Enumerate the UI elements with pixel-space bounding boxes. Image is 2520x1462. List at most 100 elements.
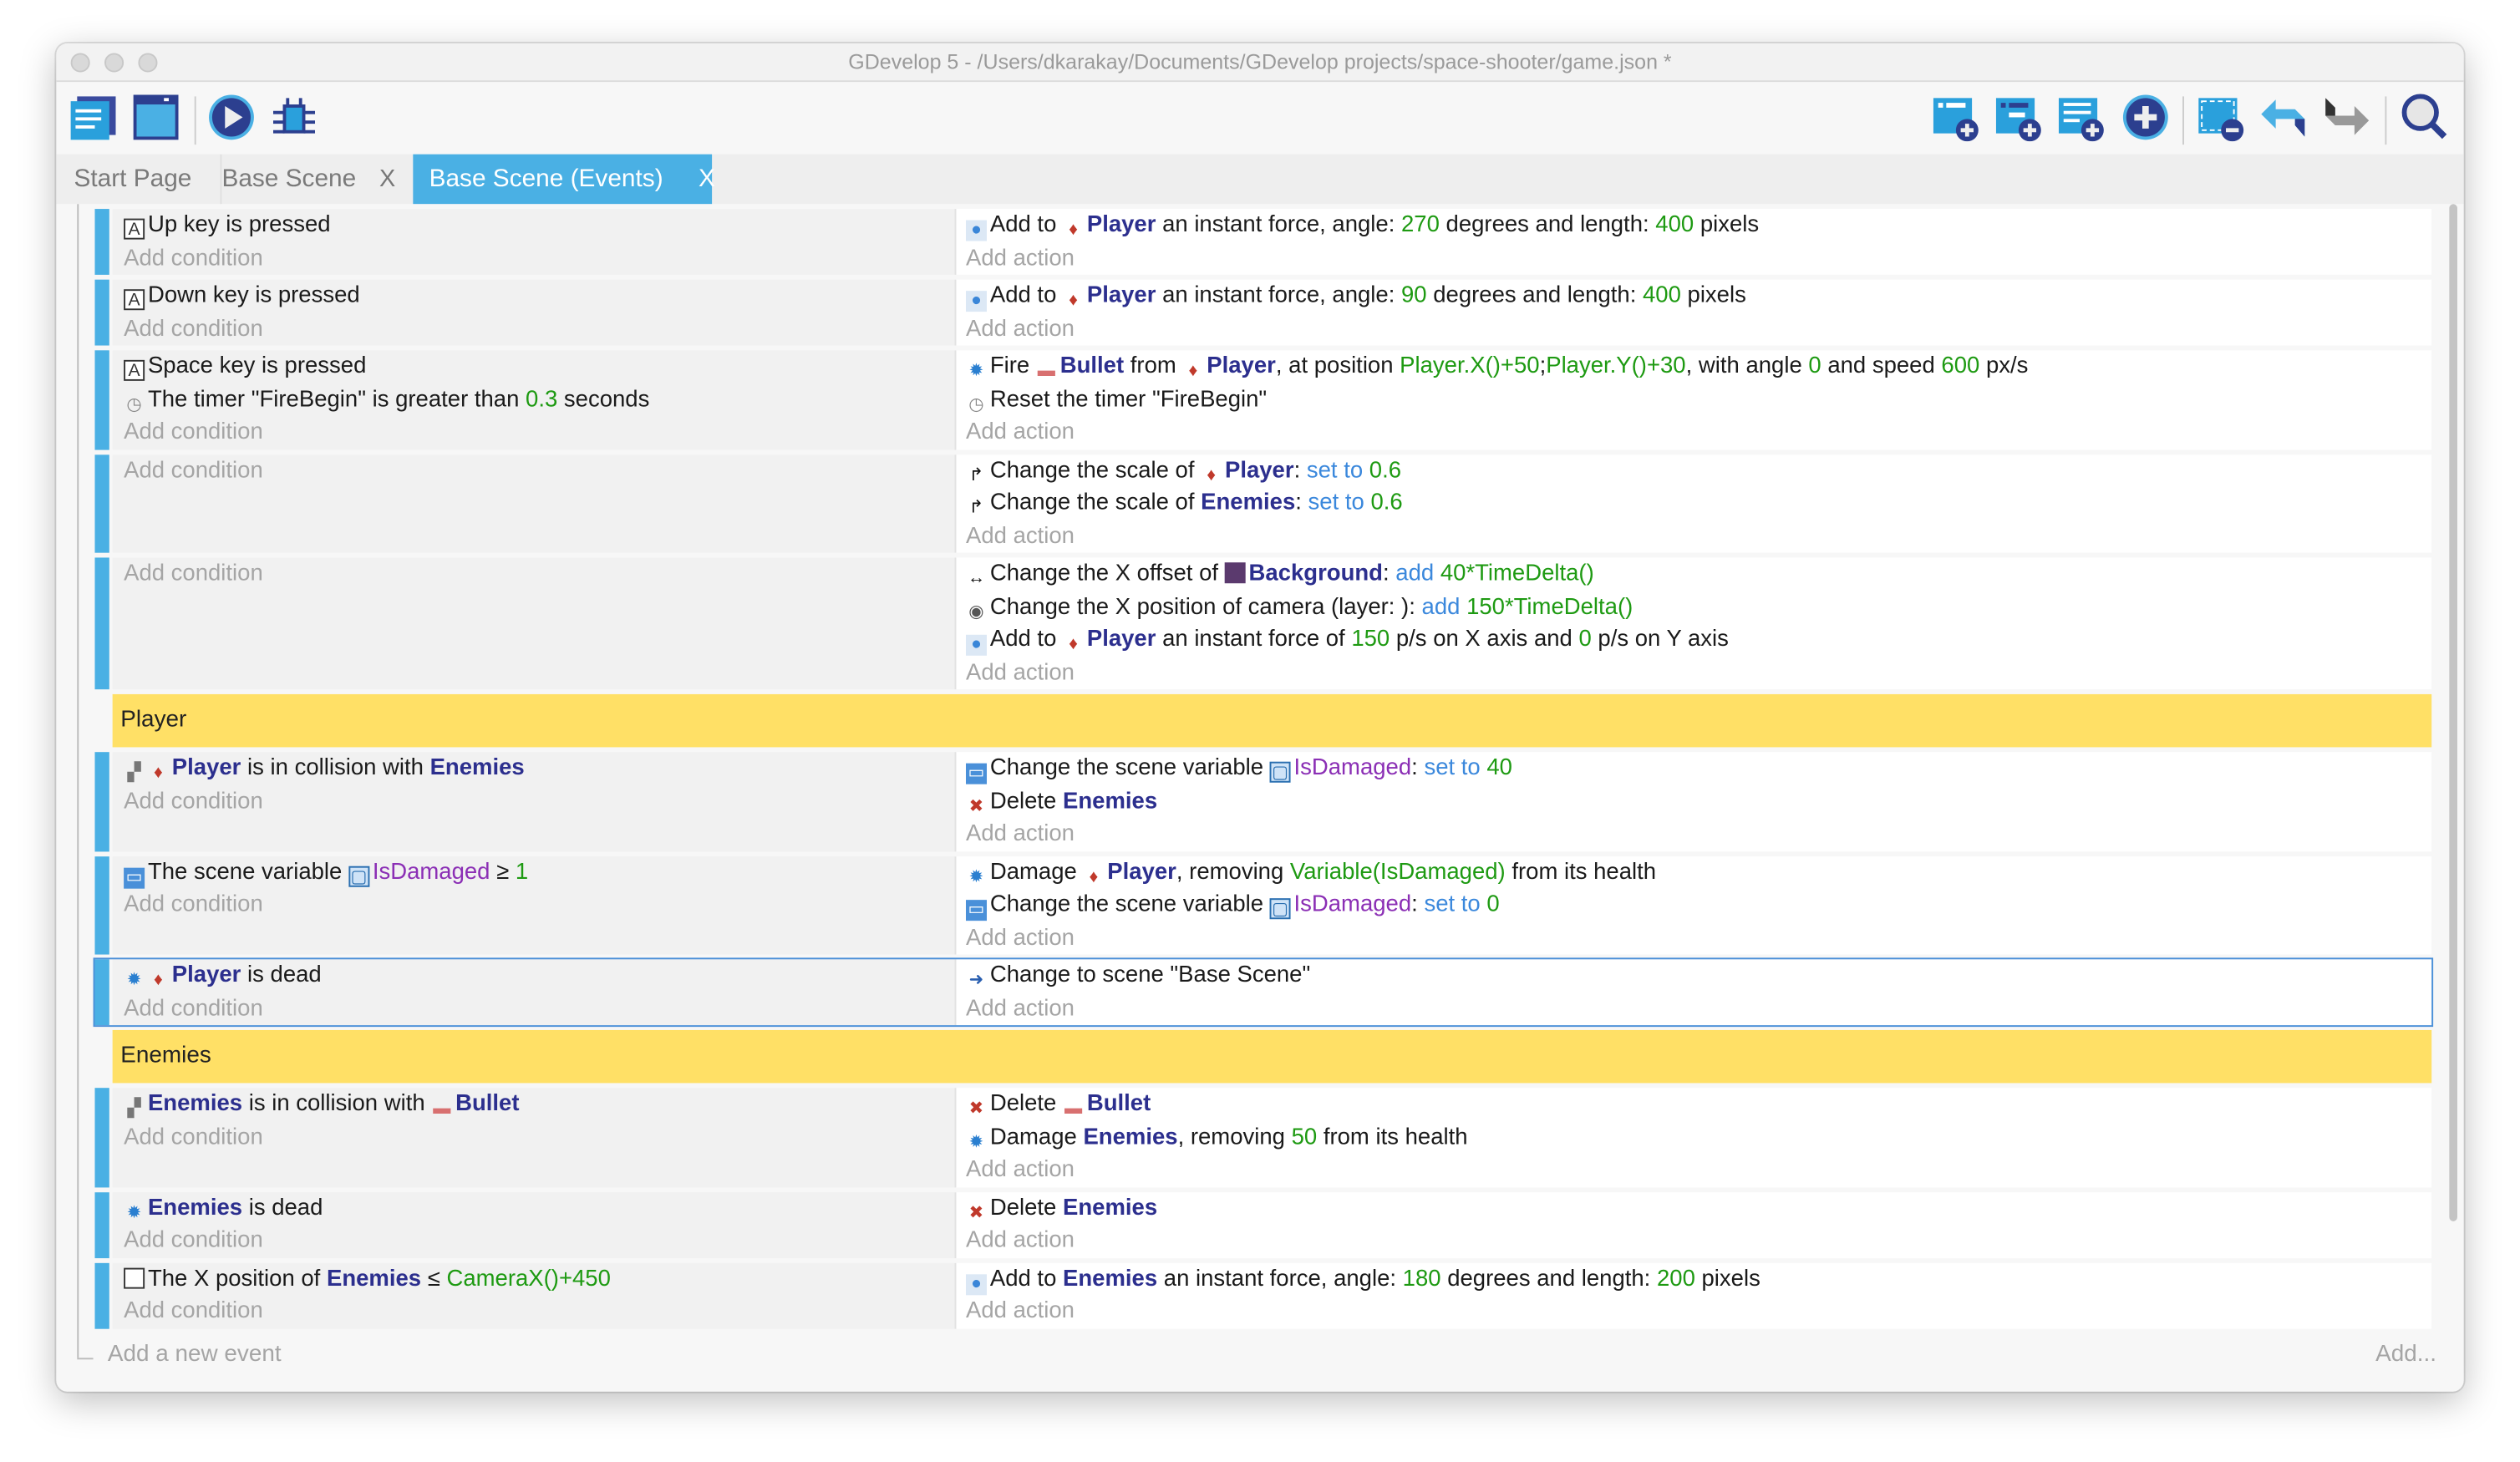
event-drag-handle[interactable]: [94, 752, 109, 851]
add-condition-button[interactable]: Add condition: [124, 788, 263, 815]
object-name[interactable]: Background: [1248, 561, 1383, 587]
object-name[interactable]: Enemies: [1201, 490, 1296, 516]
instruction[interactable]: ● Add to ♦ Player an instant force, angle:…: [966, 209, 2431, 241]
maximize-window-button[interactable]: [138, 53, 158, 73]
object-name[interactable]: Player: [171, 755, 241, 781]
add-condition-button[interactable]: Add condition: [124, 1124, 263, 1150]
instruction[interactable]: ✹ ♦ Player is dead: [124, 959, 954, 992]
object-name[interactable]: Bullet: [1059, 353, 1125, 379]
event-row[interactable]: ▞ Enemies is in collision with ▬ Bullet Add…: [94, 1088, 2432, 1187]
instruction[interactable]: ▭ Change the scene variable ▢ IsDamaged: s…: [966, 889, 2431, 921]
event-row[interactable]: ✹ Enemies is dead Add condition ✖ Delete Ene…: [94, 1191, 2432, 1258]
object-name[interactable]: Player: [1086, 627, 1156, 652]
instruction[interactable]: ◷ The timer "FireBegin" is greater than 0…: [124, 383, 954, 416]
object-name[interactable]: Enemies: [1083, 1124, 1178, 1150]
object-name[interactable]: Player: [171, 962, 241, 988]
add-condition-button[interactable]: Add condition: [124, 995, 263, 1022]
instruction[interactable]: ✹ Enemies is dead: [124, 1191, 954, 1224]
add-condition-button[interactable]: Add condition: [124, 245, 263, 272]
add-condition-button[interactable]: Add condition: [124, 561, 263, 587]
instruction[interactable]: ✹ Damage ♦ Player, removing Variable(IsDam…: [966, 855, 2431, 888]
group-event[interactable]: Player: [112, 693, 2432, 748]
event-drag-handle[interactable]: [94, 209, 109, 275]
add-new-event-button[interactable]: Add a new event: [107, 1342, 282, 1368]
event-row[interactable]: Add condition ↱ Change the scale of ♦ Playe…: [94, 454, 2432, 553]
event-drag-handle[interactable]: [94, 279, 109, 346]
event-drag-handle[interactable]: [94, 1191, 109, 1258]
instruction[interactable]: ✖ Delete Enemies: [966, 785, 2431, 818]
instruction[interactable]: ↔ Change the X offset of Background: add …: [966, 557, 2431, 590]
add-action-button[interactable]: Add action: [966, 1156, 1075, 1183]
close-window-button[interactable]: [70, 53, 90, 73]
event-drag-handle[interactable]: [94, 350, 109, 449]
event-drag-handle[interactable]: [94, 557, 109, 690]
object-name[interactable]: Enemies: [1063, 1195, 1158, 1221]
instruction[interactable]: ✖ Delete ▬ Bullet: [966, 1088, 2431, 1120]
add-action-button[interactable]: Add action: [966, 315, 1075, 342]
instruction[interactable]: ▭ Change the scene variable ▢ IsDamaged: s…: [966, 752, 2431, 784]
group-event[interactable]: Enemies: [112, 1029, 2432, 1084]
event-row[interactable]: ▭ The scene variable ▢ IsDamaged ≥ 1 Add co…: [94, 855, 2432, 955]
add-action-button[interactable]: Add action: [966, 245, 1075, 272]
instruction[interactable]: A Space key is pressed: [124, 350, 954, 383]
object-name[interactable]: Enemies: [326, 1265, 422, 1292]
add-action-button[interactable]: Add action: [966, 820, 1075, 847]
event-row[interactable]: ▞ ♦ Player is in collision with Enemies Add…: [94, 752, 2432, 851]
event-row[interactable]: A Up key is pressed Add condition ● Add to ♦…: [94, 209, 2432, 275]
instruction[interactable]: A Up key is pressed: [124, 209, 954, 241]
add-condition-button[interactable]: Add condition: [124, 1227, 263, 1254]
add-condition-button[interactable]: Add condition: [124, 457, 263, 484]
add-action-button[interactable]: Add action: [966, 419, 1075, 445]
instruction[interactable]: ↱ Change the scale of Enemies: set to 0.6: [966, 487, 2431, 520]
tab-base-scene-events[interactable]: Base Scene (Events) X: [413, 154, 715, 205]
scene-editor-button[interactable]: [132, 94, 180, 142]
object-name[interactable]: Bullet: [455, 1091, 520, 1117]
instruction[interactable]: ▭ The scene variable ▢ IsDamaged ≥ 1: [124, 855, 954, 888]
scrollbar[interactable]: [2449, 204, 2457, 1221]
add-comment-button[interactable]: [2057, 94, 2106, 142]
add-other-button[interactable]: [2121, 94, 2170, 142]
project-manager-button[interactable]: [69, 94, 118, 142]
delete-selected-button[interactable]: [2197, 94, 2245, 142]
event-drag-handle[interactable]: [94, 454, 109, 553]
event-row[interactable]: The X position of Enemies ≤ CameraX()+45…: [94, 1261, 2432, 1328]
object-name[interactable]: Enemies: [147, 1091, 243, 1117]
object-name[interactable]: Bullet: [1086, 1091, 1151, 1117]
event-row[interactable]: A Down key is pressed Add condition ● Add to…: [94, 279, 2432, 346]
add-action-button[interactable]: Add action: [966, 995, 1075, 1022]
instruction[interactable]: ◉ Change the X position of camera (layer:…: [966, 591, 2431, 623]
add-action-button[interactable]: Add action: [966, 924, 1075, 951]
object-name[interactable]: Enemies: [429, 755, 525, 781]
event-drag-handle[interactable]: [94, 1261, 109, 1328]
event-drag-handle[interactable]: [94, 855, 109, 955]
object-name[interactable]: Player: [1224, 457, 1294, 484]
add-condition-button[interactable]: Add condition: [124, 315, 263, 342]
add-condition-button[interactable]: Add condition: [124, 1298, 263, 1324]
instruction[interactable]: ✹ Fire ▬ Bullet from ♦ Player, at position …: [966, 350, 2431, 383]
add-condition-button[interactable]: Add condition: [124, 891, 263, 918]
event-row[interactable]: ✹ ♦ Player is dead Add condition ➜ Change to …: [93, 957, 2434, 1028]
redo-button[interactable]: [2322, 94, 2370, 142]
event-drag-handle[interactable]: [94, 1088, 109, 1187]
instruction[interactable]: A Down key is pressed: [124, 280, 954, 312]
close-tab-base-scene-icon[interactable]: X: [379, 165, 396, 193]
event-row[interactable]: A Space key is pressed ◷ The timer "FireBeg…: [94, 350, 2432, 449]
instruction[interactable]: ▞ Enemies is in collision with ▬ Bullet: [124, 1088, 954, 1120]
object-name[interactable]: Enemies: [147, 1195, 243, 1221]
add-action-button[interactable]: Add action: [966, 1298, 1075, 1324]
add-more-button[interactable]: Add...: [2375, 1342, 2436, 1368]
object-name[interactable]: Player: [1207, 353, 1276, 379]
instruction[interactable]: ◷ Reset the timer "FireBegin": [966, 383, 2431, 416]
instruction[interactable]: ➜ Change to scene "Base Scene": [966, 959, 2431, 992]
event-row[interactable]: Add condition ↔ Change the X offset of Bac…: [94, 557, 2432, 690]
instruction[interactable]: ▞ ♦ Player is in collision with Enemies: [124, 752, 954, 784]
instruction[interactable]: ● Add to ♦ Player an instant force of 150 …: [966, 623, 2431, 656]
add-action-button[interactable]: Add action: [966, 659, 1075, 686]
instruction[interactable]: ● Add to Enemies an instant force, angle:…: [966, 1262, 2431, 1295]
object-name[interactable]: Player: [1086, 211, 1156, 238]
tab-base-scene[interactable]: Base Scene: [206, 155, 427, 205]
instruction[interactable]: The X position of Enemies ≤ CameraX()+45…: [124, 1262, 954, 1295]
object-name[interactable]: Player: [1107, 859, 1176, 885]
object-name[interactable]: Player: [1086, 282, 1156, 309]
object-name[interactable]: Enemies: [1063, 788, 1158, 815]
